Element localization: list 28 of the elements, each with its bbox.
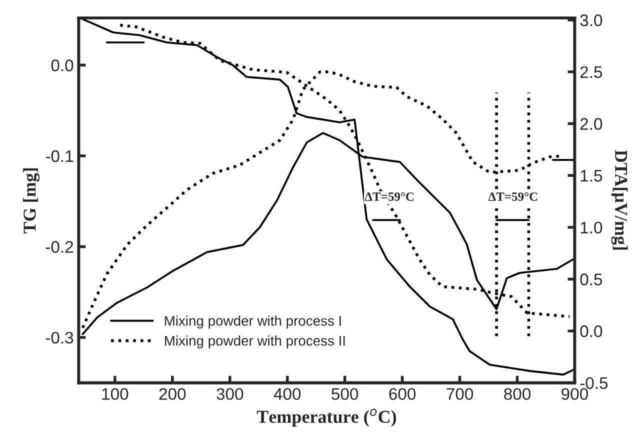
y2-tick-label: 0.0: [580, 325, 602, 338]
y-tick-label: -0.1: [46, 150, 74, 162]
x-tick-label: 800: [504, 388, 530, 400]
x-tick-label: 200: [159, 388, 186, 400]
y-axis-title: TG [mg]: [23, 168, 40, 234]
x-tick-label: 400: [274, 388, 301, 400]
legend-label: Mixing powder with process II: [164, 335, 345, 348]
x-axis-title: Temperature ($^{o}$C): [256, 408, 396, 427]
x-tick-label: 700: [446, 388, 474, 400]
y-tick-label: -0.2: [46, 241, 74, 253]
y-tick-label: -0.3: [46, 332, 74, 344]
y-tick-label: 0.0: [51, 60, 74, 72]
y2-tick-label: 3.0: [580, 14, 602, 26]
y2-tick-label: 2.0: [580, 118, 602, 130]
x-tick-label: 900: [562, 388, 588, 400]
x-tick-label: 100: [102, 388, 128, 400]
annotation: ΔT=59°C: [364, 192, 414, 201]
y2-tick-label: 0.5: [580, 274, 602, 286]
x-tick-label: 300: [216, 388, 244, 400]
annotation: ΔT=59°C: [488, 192, 538, 201]
x-tick-label: 600: [389, 388, 416, 400]
x-tick-label: 500: [332, 388, 358, 400]
y2-axis-title: DTA[μV/mg]: [611, 150, 628, 250]
y2-tick-label: 1.5: [580, 170, 602, 182]
y2-tick-label: -0.5: [580, 377, 608, 390]
y2-tick-label: 1.0: [580, 222, 602, 234]
y2-tick-label: 2.5: [580, 66, 602, 78]
legend-label: Mixing powder with process I: [164, 316, 341, 329]
